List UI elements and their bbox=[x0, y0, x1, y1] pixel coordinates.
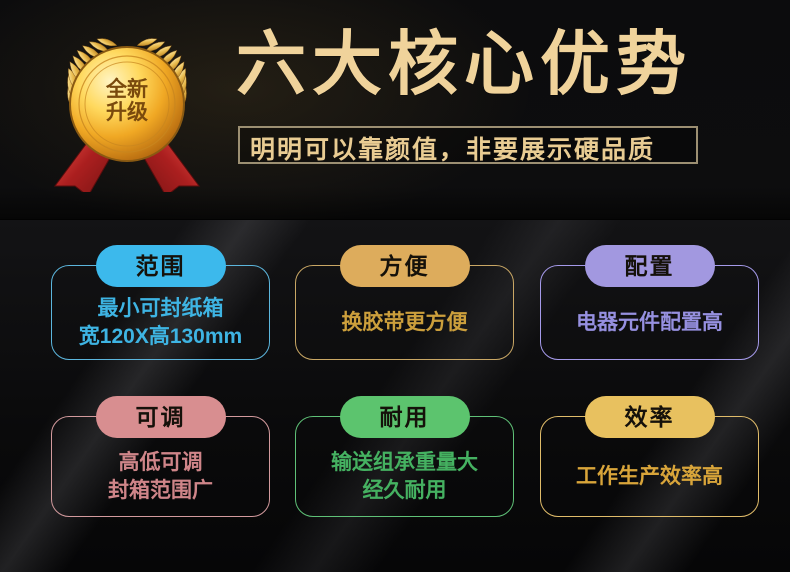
svg-text:全新: 全新 bbox=[105, 77, 148, 101]
svg-text:升级: 升级 bbox=[106, 100, 148, 124]
